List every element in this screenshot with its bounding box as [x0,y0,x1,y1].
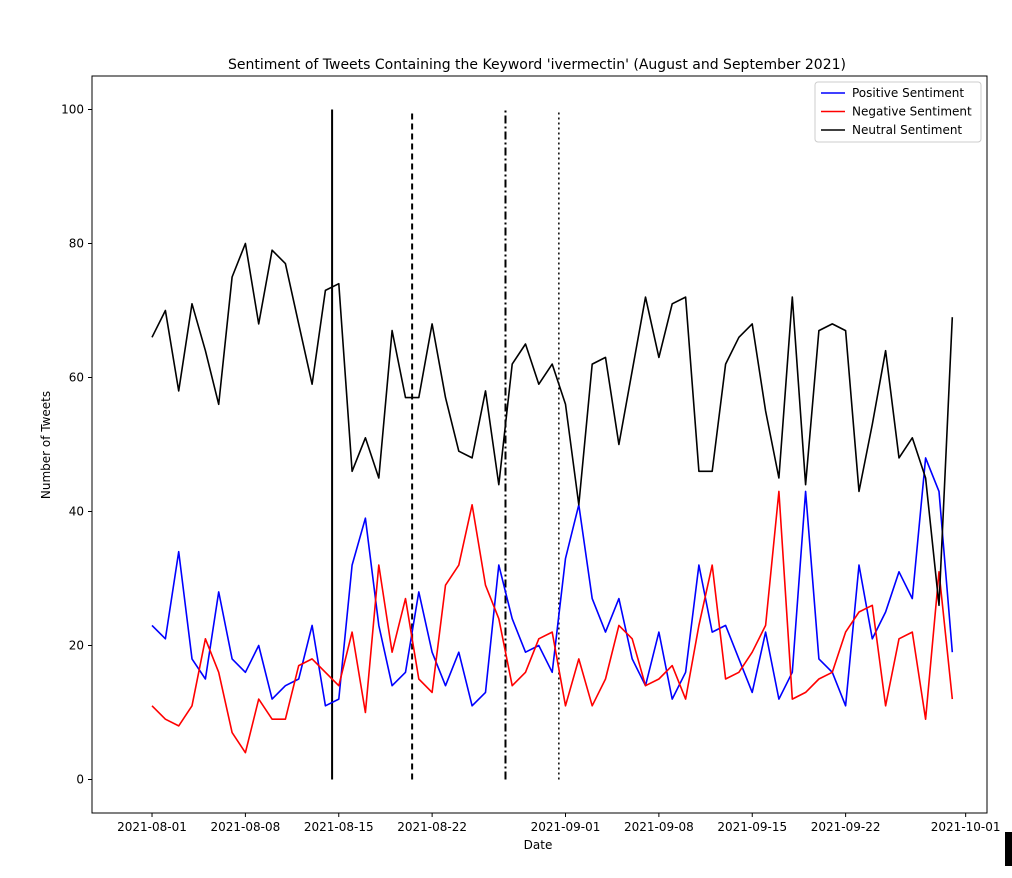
y-tick-label: 80 [69,237,84,251]
x-axis: 2021-08-01 2021-08-08 2021-08-15 2021-08-22… [117,813,1001,834]
legend-label-positive-sentiment: Positive Sentiment [852,86,964,100]
x-tick-label: 2021-10-01 [931,820,1001,834]
series-line-negative-sentiment [151,490,954,754]
legend-box [814,81,982,143]
series-line-neutral-sentiment [151,242,954,607]
x-tick-label: 2021-08-15 [304,820,374,834]
y-tick-label: 60 [69,371,84,385]
chart-title: Sentiment of Tweets Containing the Keywo… [228,57,846,73]
legend: Positive Sentiment Negative Sentiment Neut… [814,81,982,143]
x-tick-label: 2021-08-22 [397,820,467,834]
y-axis-label: Number of Tweets [39,391,53,499]
y-tick-label: 20 [69,639,84,653]
legend-label-negative-sentiment: Negative Sentiment [852,105,972,119]
y-tick-label: 100 [61,103,84,117]
series-line-positive-sentiment [151,457,954,707]
x-tick-label: 2021-09-08 [624,820,694,834]
edge-marker [1005,832,1012,866]
x-tick-label: 2021-09-15 [717,820,787,834]
y-axis: 0 20 40 60 80 100 [61,103,92,787]
y-tick-label: 0 [76,773,84,787]
legend-label-neutral-sentiment: Neutral Sentiment [852,123,962,137]
x-tick-label: 2021-08-08 [211,820,281,834]
x-tick-label: 2021-09-22 [811,820,881,834]
plot-frame [91,75,988,814]
x-axis-label: Date [524,838,553,852]
x-tick-label: 2021-09-01 [531,820,601,834]
x-tick-label: 2021-08-01 [117,820,187,834]
plot-area [91,75,988,814]
y-tick-label: 40 [69,505,84,519]
